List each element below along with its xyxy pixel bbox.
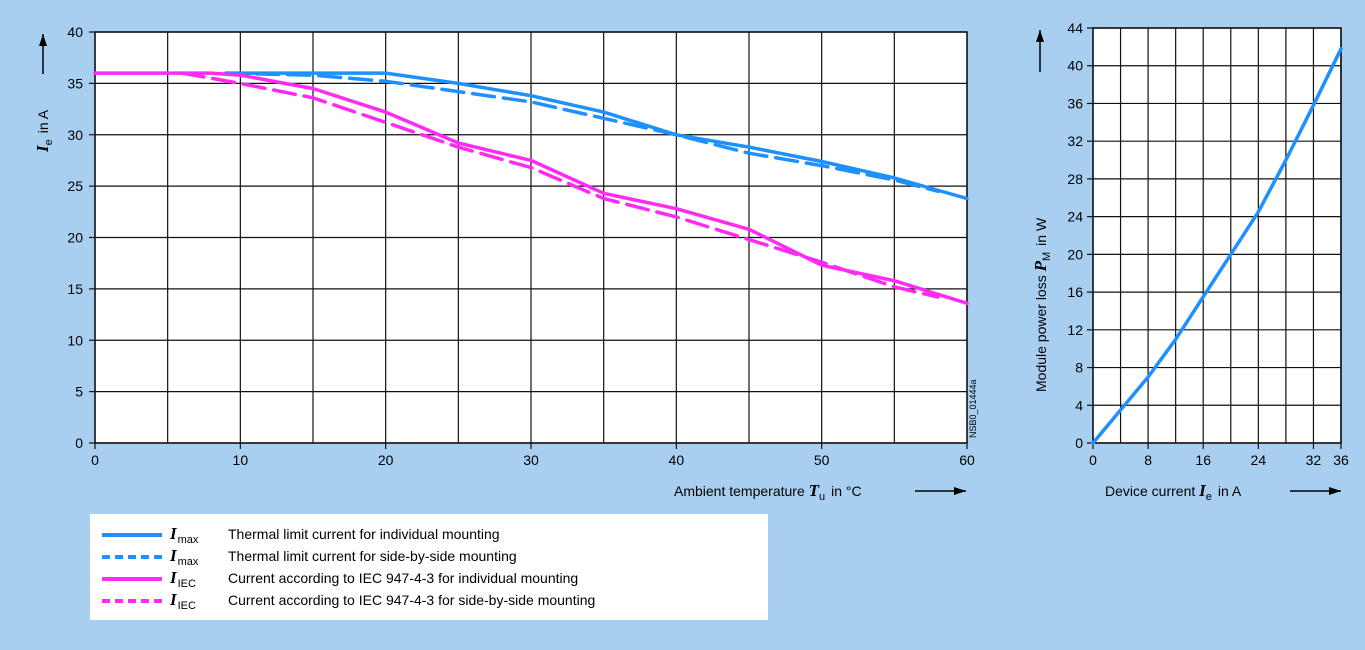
series-line-dashed bbox=[224, 71, 940, 194]
x-axis-subscript: u bbox=[819, 491, 825, 503]
y-axis-symbol: I bbox=[33, 144, 52, 153]
figure-code: NSB0_01444a bbox=[968, 379, 978, 438]
legend-label: Current according to IEC 947-4-3 for ind… bbox=[228, 570, 579, 586]
legend-swatch bbox=[102, 577, 162, 581]
x-tick-label: 50 bbox=[814, 452, 830, 468]
y-tick-label: 16 bbox=[1067, 284, 1083, 300]
x-axis-label: Device current Ie in A bbox=[1105, 481, 1242, 503]
y-tick-label: 25 bbox=[67, 178, 83, 194]
x-axis-subscript: e bbox=[1206, 491, 1212, 503]
plot-border bbox=[94, 31, 968, 444]
y-tick-label: 36 bbox=[1067, 95, 1083, 111]
legend-label: Current according to IEC 947-4-3 for sid… bbox=[228, 592, 596, 608]
y-axis-subscript: e bbox=[43, 139, 55, 145]
x-tick-label: 30 bbox=[523, 452, 539, 468]
x-axis-arrow bbox=[1290, 487, 1341, 495]
x-axis-unit: in A bbox=[1218, 483, 1242, 499]
legend-symbol: Imax bbox=[170, 546, 199, 568]
x-tick-label: 10 bbox=[233, 452, 249, 468]
x-tick-label: 24 bbox=[1251, 452, 1267, 468]
legend-label: Thermal limit current for side-by-side m… bbox=[228, 548, 517, 564]
x-axis-title: Device current bbox=[1105, 483, 1199, 499]
x-axis-symbol: I bbox=[1198, 481, 1207, 500]
legend-item: IIEC Current according to IEC 947-4-3 fo… bbox=[90, 590, 768, 612]
x-axis-unit: in °C bbox=[831, 483, 862, 499]
legend-swatch bbox=[102, 599, 162, 603]
y-axis-subscript: M bbox=[1041, 252, 1053, 261]
series-line bbox=[224, 71, 969, 201]
x-tick-label: 40 bbox=[669, 452, 685, 468]
legend-swatch bbox=[102, 555, 162, 559]
legend-symbol: Imax bbox=[170, 524, 199, 546]
y-tick-label: 0 bbox=[75, 435, 83, 451]
series-line bbox=[1091, 47, 1343, 445]
y-axis-arrow-head bbox=[1036, 30, 1044, 42]
y-tick-label: 10 bbox=[67, 332, 83, 348]
y-tick-label: 8 bbox=[1075, 360, 1083, 376]
y-tick-label: 35 bbox=[67, 75, 83, 91]
y-tick-label: 32 bbox=[1067, 133, 1083, 149]
series-line bbox=[93, 71, 969, 306]
x-axis-label: Ambient temperature Tu in °C bbox=[674, 481, 862, 503]
left-chart: 0 5 10 15 20 25 30 35 40 0 10 20 30 40 50 60 Ie in A NSB0_… bbox=[33, 24, 978, 503]
x-axis-arrow-head bbox=[954, 487, 966, 495]
x-axis-title: Ambient temperature bbox=[674, 483, 809, 499]
y-axis-unit: in W bbox=[1033, 217, 1049, 246]
series-line-dashed bbox=[180, 71, 940, 299]
y-tick-label: 24 bbox=[1067, 209, 1083, 225]
y-axis-arrow bbox=[1036, 30, 1044, 72]
y-tick-label: 15 bbox=[67, 281, 83, 297]
x-tick-label: 60 bbox=[959, 452, 975, 468]
y-tick-label: 28 bbox=[1067, 171, 1083, 187]
y-tick-label: 5 bbox=[75, 384, 83, 400]
y-tick-label: 0 bbox=[1075, 435, 1083, 451]
legend-symbol: IIEC bbox=[170, 590, 196, 612]
y-tick-label: 12 bbox=[1067, 322, 1083, 338]
y-tick-label: 20 bbox=[1067, 246, 1083, 262]
legend-item: Imax Thermal limit current for individua… bbox=[90, 524, 768, 546]
y-axis-label: Ie in A bbox=[33, 109, 55, 153]
y-axis-title: Module power loss bbox=[1033, 271, 1049, 392]
legend-swatch bbox=[102, 533, 162, 537]
y-tick-label: 4 bbox=[1075, 397, 1083, 413]
y-tick-label: 40 bbox=[67, 24, 83, 40]
y-axis-arrow-head bbox=[39, 34, 47, 46]
x-tick-label: 8 bbox=[1144, 452, 1152, 468]
x-tick-label: 0 bbox=[1089, 452, 1097, 468]
plot-border bbox=[1092, 27, 1342, 444]
legend: Imax Thermal limit current for individua… bbox=[90, 514, 768, 620]
legend-item: Imax Thermal limit current for side-by-s… bbox=[90, 546, 768, 568]
y-axis-unit: in A bbox=[35, 109, 51, 133]
y-axis-label: Module power loss PMin W bbox=[1031, 217, 1053, 392]
y-axis-arrow bbox=[39, 34, 47, 74]
y-tick-label: 30 bbox=[67, 127, 83, 143]
y-tick-label: 44 bbox=[1067, 20, 1083, 36]
x-tick-label: 20 bbox=[378, 452, 394, 468]
legend-symbol: IIEC bbox=[170, 568, 196, 590]
x-axis-arrow-head bbox=[1329, 487, 1341, 495]
x-axis-arrow bbox=[915, 487, 966, 495]
right-chart: 0 4 8 12 16 20 24 28 32 36 40 44 0 8 16 24 32 36 Module po… bbox=[1031, 20, 1349, 503]
x-tick-label: 36 bbox=[1333, 452, 1349, 468]
legend-label: Thermal limit current for individual mou… bbox=[228, 526, 500, 542]
x-tick-label: 0 bbox=[91, 452, 99, 468]
plot-area bbox=[1093, 28, 1341, 443]
x-tick-label: 16 bbox=[1195, 452, 1211, 468]
legend-item: IIEC Current according to IEC 947-4-3 fo… bbox=[90, 568, 768, 590]
y-tick-label: 40 bbox=[1067, 58, 1083, 74]
y-axis-symbol: P bbox=[1031, 260, 1050, 272]
y-tick-label: 20 bbox=[67, 230, 83, 246]
x-axis-symbol: T bbox=[809, 481, 820, 500]
x-tick-label: 32 bbox=[1306, 452, 1322, 468]
